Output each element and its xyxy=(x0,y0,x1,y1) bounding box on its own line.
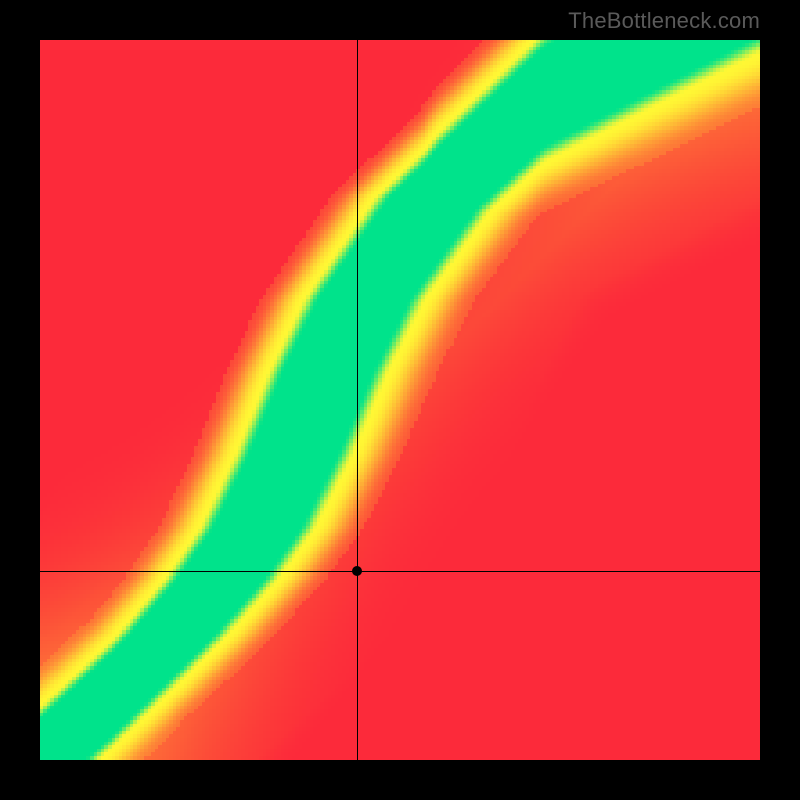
figure-root: TheBottleneck.com xyxy=(0,0,800,800)
crosshair-vertical xyxy=(357,40,358,760)
crosshair-horizontal xyxy=(40,571,760,572)
crosshair-marker xyxy=(352,566,362,576)
heatmap-canvas xyxy=(40,40,760,760)
plot-area xyxy=(40,40,760,760)
watermark-text: TheBottleneck.com xyxy=(568,8,760,34)
